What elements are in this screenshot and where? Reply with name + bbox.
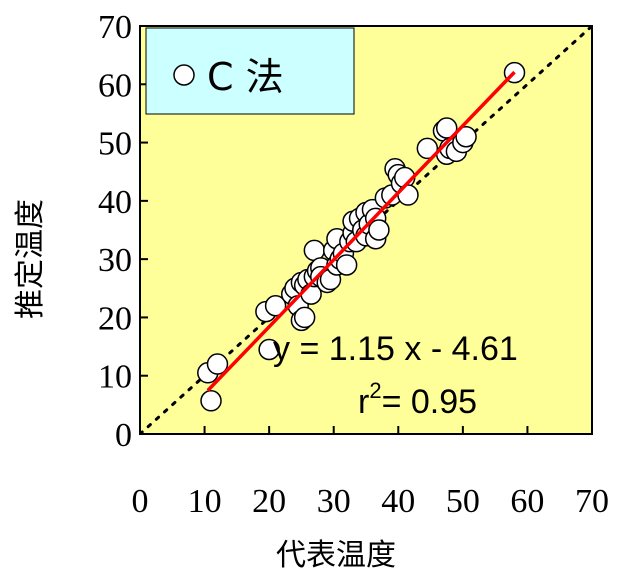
y-axis-tick-labels: 0 10 20 30 40 50 60 70	[98, 9, 132, 454]
y-tick-label: 50	[98, 126, 132, 163]
y-tick-label: 40	[98, 184, 132, 221]
legend-marker-circle-icon	[173, 64, 195, 86]
x-tick-label: 0	[132, 483, 149, 520]
y-axis-label: 推定温度	[13, 199, 48, 319]
x-tick-label: 30	[317, 483, 351, 520]
regression-equation: y = 1.15 x - 4.61	[273, 330, 518, 368]
x-tick-label: 20	[252, 483, 286, 520]
data-point	[416, 137, 439, 160]
y-tick-label: 0	[115, 417, 132, 454]
x-tick-label: 50	[446, 483, 480, 520]
x-tick-label: 70	[575, 483, 609, 520]
data-point	[293, 306, 316, 329]
y-tick-label: 20	[98, 300, 132, 337]
data-point	[455, 125, 477, 148]
data-point	[435, 117, 458, 139]
x-axis-tick-labels: 0 10 20 30 40 50 60 70	[132, 483, 610, 520]
x-axis-label: 代表温度	[276, 538, 396, 573]
y-tick-label: 10	[98, 359, 132, 396]
legend-label: C 法	[207, 55, 284, 99]
r-squared-r: r	[358, 383, 369, 421]
data-point	[368, 219, 390, 241]
y-tick-label: 60	[98, 67, 132, 104]
data-point	[206, 353, 229, 375]
regression-line	[206, 70, 516, 392]
x-tick-label: 10	[188, 483, 222, 520]
data-point	[335, 254, 358, 276]
x-tick-label: 40	[381, 483, 415, 520]
r-squared-annotation: r2= 0.95	[358, 378, 477, 421]
data-point	[258, 338, 280, 361]
data-point	[200, 390, 222, 412]
r-squared-value: = 0.95	[382, 383, 477, 421]
legend-box: C 法	[145, 27, 355, 115]
data-point	[264, 295, 287, 317]
r-squared-superscript: 2	[369, 378, 381, 403]
x-tick-label: 60	[510, 483, 544, 520]
y-tick-label: 70	[98, 9, 132, 46]
y-tick-label: 30	[98, 242, 132, 279]
